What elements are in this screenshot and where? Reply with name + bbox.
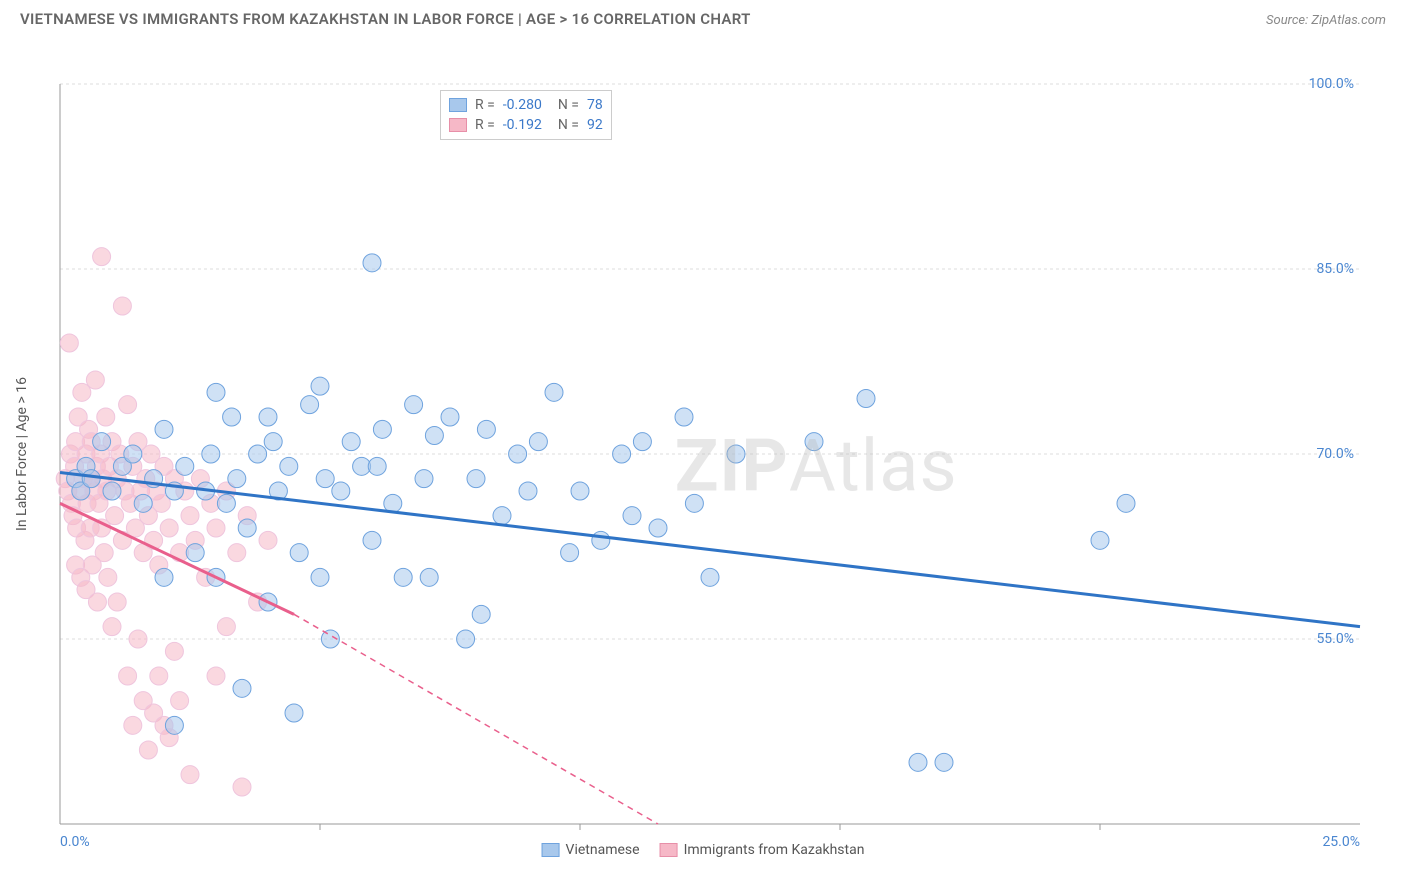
svg-text:In Labor Force | Age > 16: In Labor Force | Age > 16 — [14, 377, 30, 531]
chart-area: 55.0% 70.0% 85.0% 100.0% 0.0% 25.0% In Labor F… — [0, 34, 1406, 864]
stats-row: R =-0.192 N =92 — [449, 115, 603, 135]
legend-item: Vietnamese — [542, 842, 640, 858]
scatter-chart: 55.0% 70.0% 85.0% 100.0% 0.0% 25.0% In Labor F… — [0, 34, 1406, 864]
svg-text:85.0%: 85.0% — [1316, 261, 1354, 277]
stats-legend-box: R =-0.280 N =78 R =-0.192 N =92 — [440, 90, 612, 140]
svg-text:70.0%: 70.0% — [1316, 446, 1354, 462]
svg-text:25.0%: 25.0% — [1322, 834, 1360, 850]
legend-item: Immigrants from Kazakhstan — [660, 842, 865, 858]
svg-text:0.0%: 0.0% — [60, 834, 90, 850]
series-legend: Vietnamese Immigrants from Kazakhstan — [542, 842, 865, 858]
svg-text:100.0%: 100.0% — [1309, 76, 1354, 92]
source-label: Source: ZipAtlas.com — [1266, 13, 1386, 28]
stats-row: R =-0.280 N =78 — [449, 95, 603, 115]
svg-text:55.0%: 55.0% — [1316, 631, 1354, 647]
chart-title: VIETNAMESE VS IMMIGRANTS FROM KAZAKHSTAN… — [20, 10, 751, 28]
